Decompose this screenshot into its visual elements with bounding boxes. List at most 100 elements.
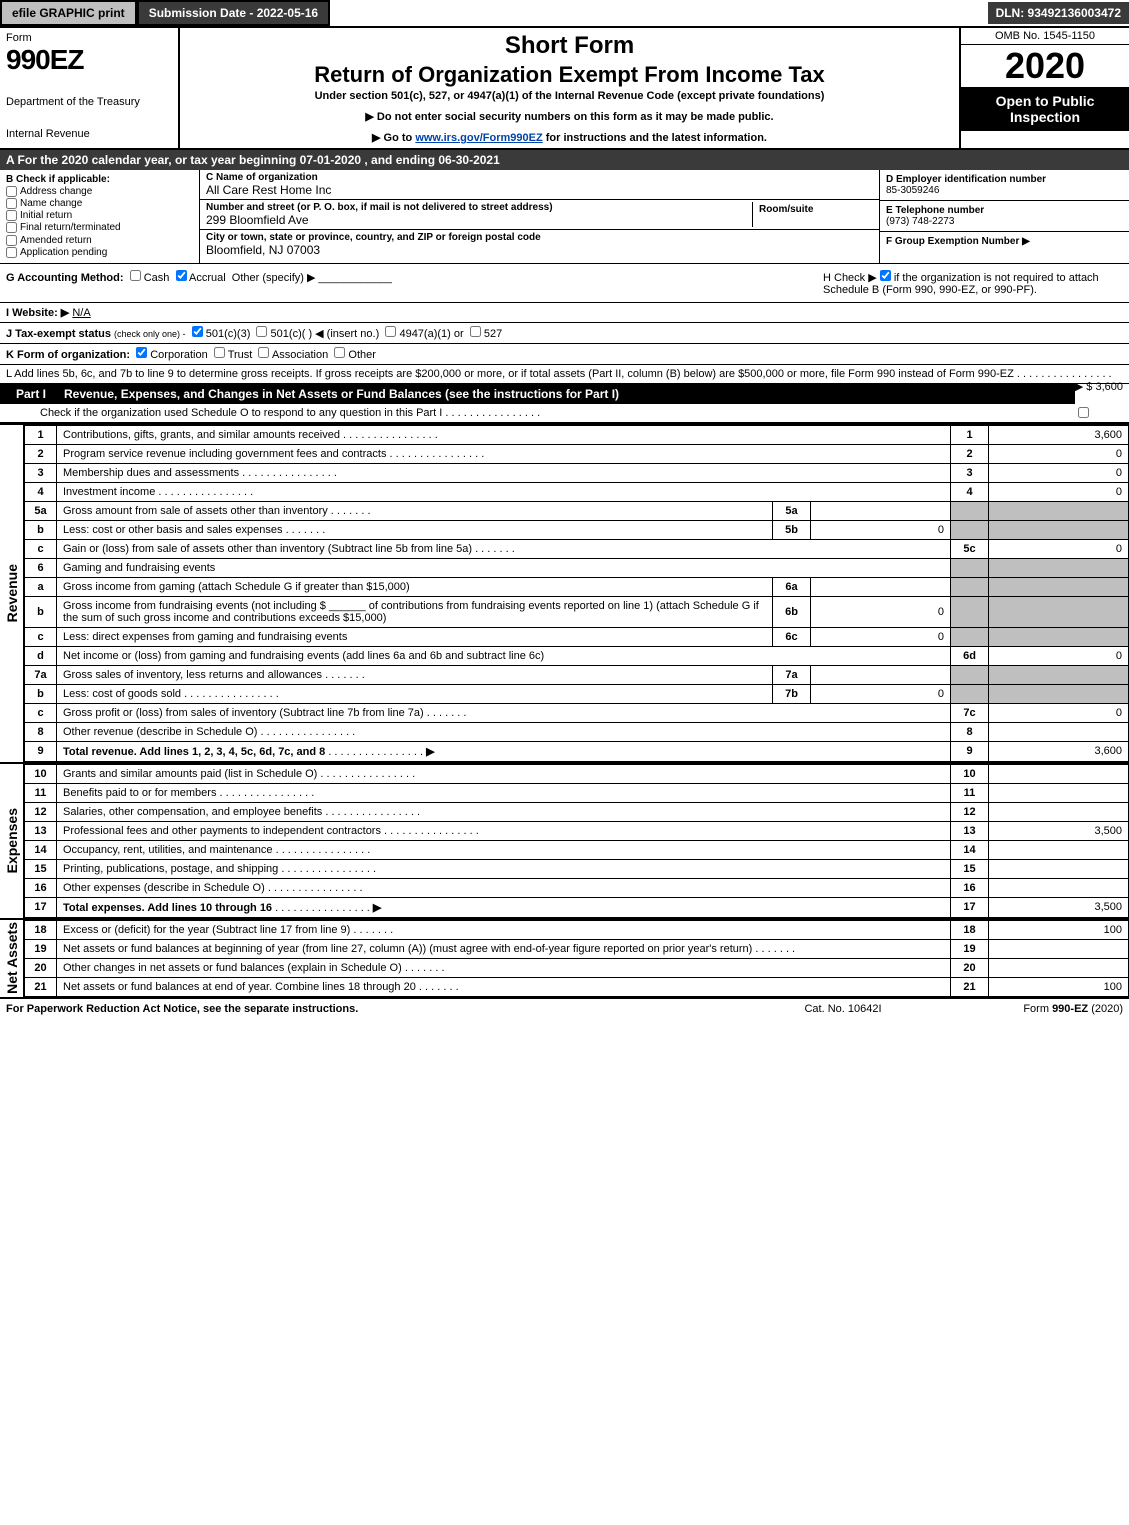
chk-schedule-b[interactable]	[880, 270, 891, 281]
chk-association[interactable]	[258, 347, 269, 358]
subtitle: Under section 501(c), 527, or 4947(a)(1)…	[188, 90, 951, 102]
chk-corporation[interactable]	[136, 347, 147, 358]
line-1: 1Contributions, gifts, grants, and simil…	[25, 425, 1129, 444]
ln18: 18	[951, 920, 989, 939]
chk-amended-return[interactable]	[6, 235, 17, 246]
chk-schedule-o[interactable]	[1078, 407, 1089, 418]
n6a: a	[25, 577, 57, 596]
n4: 4	[25, 482, 57, 501]
chk-cash[interactable]	[130, 270, 141, 281]
lbl-cash: Cash	[144, 272, 170, 284]
part-i-title: Revenue, Expenses, and Changes in Net As…	[64, 387, 619, 401]
revenue-table: 1Contributions, gifts, grants, and simil…	[24, 425, 1129, 762]
line-16: 16Other expenses (describe in Schedule O…	[25, 878, 1129, 897]
line-14: 14Occupancy, rent, utilities, and mainte…	[25, 840, 1129, 859]
sn5a: 5a	[773, 501, 811, 520]
n7a: 7a	[25, 665, 57, 684]
n1: 1	[25, 425, 57, 444]
line-5a: 5aGross amount from sale of assets other…	[25, 501, 1129, 520]
lbl-527: 527	[484, 328, 502, 340]
n7c: c	[25, 703, 57, 722]
part-i-label: Part I	[8, 387, 54, 401]
irs-link[interactable]: www.irs.gov/Form990EZ	[415, 132, 542, 144]
org-name: All Care Rest Home Inc	[206, 183, 873, 197]
sh6c	[951, 627, 989, 646]
netassets-label-text: Net Assets	[2, 920, 22, 996]
expenses-label-text: Expenses	[2, 806, 22, 875]
line-20: 20Other changes in net assets or fund ba…	[25, 958, 1129, 977]
chk-527[interactable]	[470, 326, 481, 337]
ln6d: 6d	[951, 646, 989, 665]
line-8: 8Other revenue (describe in Schedule O)8	[25, 722, 1129, 741]
sa6b: 0	[811, 596, 951, 627]
org-name-label: C Name of organization	[206, 172, 873, 183]
footer-form-post: (2020)	[1091, 1003, 1123, 1015]
sh5b	[951, 520, 989, 539]
d7b: Less: cost of goods sold	[63, 688, 181, 700]
gross-receipts-row: L Add lines 5b, 6c, and 7b to line 9 to …	[0, 365, 1129, 384]
line-7c: cGross profit or (loss) from sales of in…	[25, 703, 1129, 722]
a14	[989, 840, 1129, 859]
street-value: 299 Bloomfield Ave	[206, 213, 752, 227]
lbl-accrual: Accrual	[189, 272, 226, 284]
chk-address-change[interactable]	[6, 186, 17, 197]
d3: Membership dues and assessments	[63, 467, 239, 479]
d6d: Net income or (loss) from gaming and fun…	[63, 650, 544, 662]
box-c: C Name of organization All Care Rest Hom…	[200, 170, 879, 263]
n19: 19	[25, 939, 57, 958]
a1: 3,600	[989, 425, 1129, 444]
n21: 21	[25, 977, 57, 996]
ein-value: 85-3059246	[886, 185, 1123, 196]
line-10: 10Grants and similar amounts paid (list …	[25, 764, 1129, 783]
n2: 2	[25, 444, 57, 463]
d15: Printing, publications, postage, and shi…	[63, 863, 278, 875]
goto-line: ▶ Go to www.irs.gov/Form990EZ for instru…	[188, 131, 951, 144]
footer-form-num: 990-EZ	[1052, 1003, 1088, 1015]
chk-final-return[interactable]	[6, 222, 17, 233]
line-6a: a Gross income from gaming (attach Schedu…	[25, 577, 1129, 596]
n8: 8	[25, 722, 57, 741]
n6c: c	[25, 627, 57, 646]
chk-application-pending[interactable]	[6, 247, 17, 258]
ln2: 2	[951, 444, 989, 463]
sh6	[951, 558, 989, 577]
dept-treasury: Department of the Treasury	[6, 96, 172, 108]
n6: 6	[25, 558, 57, 577]
chk-4947[interactable]	[385, 326, 396, 337]
chk-accrual[interactable]	[176, 270, 187, 281]
line-15: 15Printing, publications, postage, and s…	[25, 859, 1129, 878]
sh7a	[951, 665, 989, 684]
chk-name-change[interactable]	[6, 198, 17, 209]
d8: Other revenue (describe in Schedule O)	[63, 726, 257, 738]
efile-print-button[interactable]: efile GRAPHIC print	[0, 0, 137, 26]
chk-trust[interactable]	[214, 347, 225, 358]
ln4: 4	[951, 482, 989, 501]
sha5b	[989, 520, 1129, 539]
d17: Total expenses. Add lines 10 through 16	[63, 902, 272, 914]
ln14: 14	[951, 840, 989, 859]
chk-other-org[interactable]	[334, 347, 345, 358]
ln20: 20	[951, 958, 989, 977]
box-b: B Check if applicable: Address change Na…	[0, 170, 200, 263]
info-block: B Check if applicable: Address change Na…	[0, 170, 1129, 264]
a3: 0	[989, 463, 1129, 482]
n5b: b	[25, 520, 57, 539]
a9: 3,600	[989, 741, 1129, 761]
part-i-check-row: Check if the organization used Schedule …	[0, 404, 1129, 423]
room-label: Room/suite	[759, 204, 867, 215]
chk-501c[interactable]	[256, 326, 267, 337]
sn6a: 6a	[773, 577, 811, 596]
j-label: J Tax-exempt status	[6, 328, 111, 340]
lbl-final-return: Final return/terminated	[20, 223, 121, 234]
chk-initial-return[interactable]	[6, 210, 17, 221]
d7a: Gross sales of inventory, less returns a…	[63, 669, 322, 681]
a8	[989, 722, 1129, 741]
chk-501c3[interactable]	[192, 326, 203, 337]
n11: 11	[25, 783, 57, 802]
d6a: Gross income from gaming (attach Schedul…	[63, 581, 410, 593]
sha7b	[989, 684, 1129, 703]
dln-label: DLN: 93492136003472	[988, 2, 1129, 24]
ln10: 10	[951, 764, 989, 783]
city-value: Bloomfield, NJ 07003	[206, 243, 873, 257]
revenue-section: Revenue 1Contributions, gifts, grants, a…	[0, 423, 1129, 762]
